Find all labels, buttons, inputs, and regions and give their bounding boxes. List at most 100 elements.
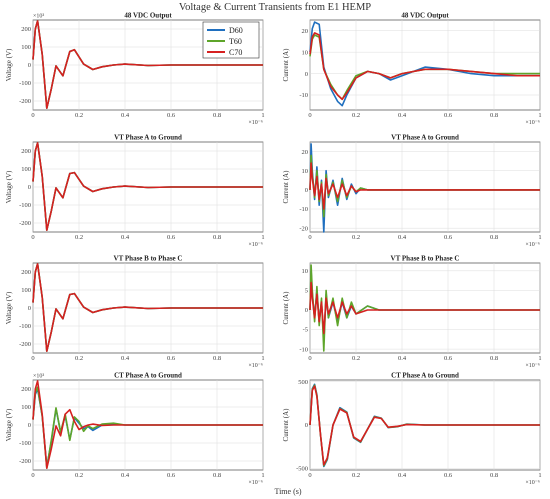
- y-tick-label: 200: [21, 26, 31, 33]
- x-exponent-label: ×10⁻⁶: [525, 363, 540, 369]
- x-tick-label: 0.4: [121, 355, 130, 362]
- x-tick-label: 0.4: [121, 472, 130, 479]
- panel-3: VT Phase A to Ground -200 -100 0 100 200 0 0.2 0…: [5, 134, 265, 249]
- x-tick-label: 1: [538, 112, 541, 119]
- y-tick-label: -200: [19, 458, 31, 465]
- panel-2: 48 VDC Output -10 0 10 20 0 0.2 0.4 0.6 0.8 1 Curre…: [282, 12, 542, 127]
- x-tick-label: 0.6: [167, 355, 176, 362]
- y-axis-label: Voltage (V): [5, 291, 13, 324]
- panel-1: 48 VDC Output -200 -100 0 100 200 0 0.2 0.4 0.6 0.…: [5, 12, 265, 127]
- x-exponent-label: ×10⁻⁶: [248, 242, 263, 248]
- x-tick-label: 0: [308, 472, 311, 479]
- legend-label-d60: D60: [229, 26, 243, 35]
- legend: D60 T60 C70: [202, 21, 260, 59]
- x-tick-label: 1: [538, 355, 541, 362]
- x-tick-label: 1: [261, 355, 264, 362]
- x-exponent-label: ×10⁻⁶: [248, 480, 263, 486]
- x-tick-label: 0.2: [75, 112, 83, 119]
- x-tick-label: 0.2: [352, 472, 360, 479]
- y-axis-label: Voltage (V): [5, 48, 13, 81]
- x-exponent-label: ×10⁻⁶: [525, 120, 540, 126]
- y-tick-label: -5: [303, 327, 308, 334]
- panel-title: CT Phase A to Ground: [391, 372, 459, 380]
- x-tick-label: 0.6: [444, 234, 453, 241]
- series-line-c70: [32, 380, 263, 469]
- x-tick-label: 0: [308, 234, 311, 241]
- x-tick-label: 0.2: [352, 355, 360, 362]
- y-tick-label: -100: [19, 323, 31, 330]
- y-axis-label: Current (A): [282, 291, 290, 325]
- x-tick-label: 0: [31, 355, 34, 362]
- x-tick-label: 0.6: [167, 472, 176, 479]
- x-tick-label: 0.8: [213, 112, 221, 119]
- x-tick-label: 0: [308, 112, 311, 119]
- x-exponent-label: ×10⁻⁶: [248, 363, 263, 369]
- y-tick-label: 0: [28, 422, 31, 429]
- plot-frame: [309, 262, 541, 354]
- x-tick-label: 0.6: [444, 112, 453, 119]
- x-tick-label: 0: [31, 472, 34, 479]
- panel-title: 48 VDC Output: [401, 12, 449, 20]
- x-tick-label: 0.4: [398, 355, 407, 362]
- series-line-c70: [309, 32, 540, 101]
- panel-7: CT Phase A to Ground -200 -100 0 100 200 0 0.2 0…: [5, 372, 265, 487]
- y-axis-label: Current (A): [282, 170, 290, 204]
- series-line-c70: [309, 281, 540, 335]
- series-line-c70: [32, 142, 263, 231]
- y-tick-label: 0: [28, 62, 31, 69]
- x-tick-label: 0.6: [444, 472, 453, 479]
- y-tick-label: 100: [21, 166, 31, 173]
- x-exponent-label: ×10⁻⁶: [248, 120, 263, 126]
- y-tick-label: 200: [21, 148, 31, 155]
- plot-frame: [309, 141, 541, 233]
- x-tick-label: 1: [538, 234, 541, 241]
- y-tick-label: -100: [19, 202, 31, 209]
- x-tick-label: 1: [261, 472, 264, 479]
- x-tick-label: 0.4: [398, 234, 407, 241]
- legend-label-t60: T60: [229, 37, 242, 46]
- x-exponent-label: ×10⁻⁶: [525, 480, 540, 486]
- y-tick-label: 20: [302, 149, 309, 156]
- y-tick-label: -200: [19, 98, 31, 105]
- x-tick-label: 0.4: [121, 112, 130, 119]
- y-tick-label: 0: [305, 422, 308, 429]
- y-axis-label: Voltage (V): [5, 170, 13, 203]
- x-tick-label: 0.6: [167, 112, 176, 119]
- x-exponent-label: ×10⁻⁶: [525, 242, 540, 248]
- x-tick-label: 0.4: [398, 112, 407, 119]
- x-tick-label: 0.2: [75, 355, 83, 362]
- y-axis-label: Current (A): [282, 408, 290, 442]
- x-tick-label: 0.2: [75, 234, 83, 241]
- x-tick-label: 0: [308, 355, 311, 362]
- y-tick-label: 20: [302, 28, 309, 35]
- panel-title: VT Phase B to Phase C: [114, 255, 183, 263]
- y-tick-label: 0: [305, 187, 308, 194]
- y-tick-label: -100: [19, 80, 31, 87]
- x-tick-label: 0.2: [352, 112, 360, 119]
- x-tick-label: 0.6: [444, 355, 453, 362]
- y-tick-label: 10: [302, 268, 309, 275]
- panel-title: CT Phase A to Ground: [114, 372, 182, 380]
- y-tick-label: 500: [298, 379, 308, 386]
- y-tick-label: -200: [19, 220, 31, 227]
- y-tick-label: 0: [305, 307, 308, 314]
- y-tick-label: -100: [19, 440, 31, 447]
- panel-6: VT Phase B to Phase C -10 -5 0 5 10 0 0.2 0.4 0.6…: [282, 255, 542, 370]
- y-tick-label: -10: [299, 346, 308, 353]
- panel-title: VT Phase A to Ground: [391, 134, 459, 142]
- y-axis-label: Current (A): [282, 48, 290, 82]
- y-axis-label: Voltage (V): [5, 408, 13, 441]
- y-tick-label: -10: [299, 92, 308, 99]
- y-tick-label: 10: [302, 49, 309, 56]
- panel-5: VT Phase B to Phase C -200 -100 0 100 200 0 0.2…: [5, 255, 265, 370]
- x-tick-label: 0.8: [213, 472, 221, 479]
- y-tick-label: 100: [21, 404, 31, 411]
- y-tick-label: 0: [28, 305, 31, 312]
- y-tick-label: 5: [305, 288, 308, 295]
- series-line-c70: [309, 385, 540, 466]
- y-tick-label: -20: [299, 225, 308, 232]
- x-axis-label: Time (s): [274, 487, 301, 496]
- y-tick-label: -10: [299, 206, 308, 213]
